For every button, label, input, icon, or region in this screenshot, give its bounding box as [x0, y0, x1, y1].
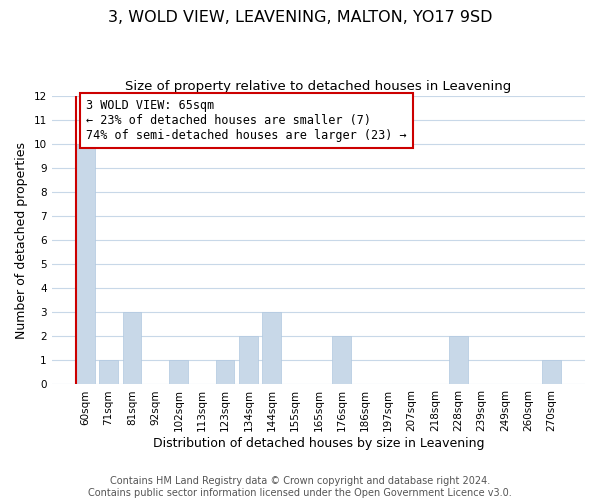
- X-axis label: Distribution of detached houses by size in Leavening: Distribution of detached houses by size …: [152, 437, 484, 450]
- Bar: [449, 336, 467, 384]
- Bar: [216, 360, 235, 384]
- Bar: [76, 144, 95, 384]
- Bar: [239, 336, 258, 384]
- Bar: [122, 312, 141, 384]
- Bar: [99, 360, 118, 384]
- Bar: [262, 312, 281, 384]
- Y-axis label: Number of detached properties: Number of detached properties: [15, 142, 28, 338]
- Text: Contains HM Land Registry data © Crown copyright and database right 2024.
Contai: Contains HM Land Registry data © Crown c…: [88, 476, 512, 498]
- Bar: [169, 360, 188, 384]
- Title: Size of property relative to detached houses in Leavening: Size of property relative to detached ho…: [125, 80, 511, 93]
- Bar: [542, 360, 561, 384]
- Text: 3 WOLD VIEW: 65sqm
← 23% of detached houses are smaller (7)
74% of semi-detached: 3 WOLD VIEW: 65sqm ← 23% of detached hou…: [86, 99, 407, 142]
- Text: 3, WOLD VIEW, LEAVENING, MALTON, YO17 9SD: 3, WOLD VIEW, LEAVENING, MALTON, YO17 9S…: [108, 10, 492, 25]
- Bar: [332, 336, 351, 384]
